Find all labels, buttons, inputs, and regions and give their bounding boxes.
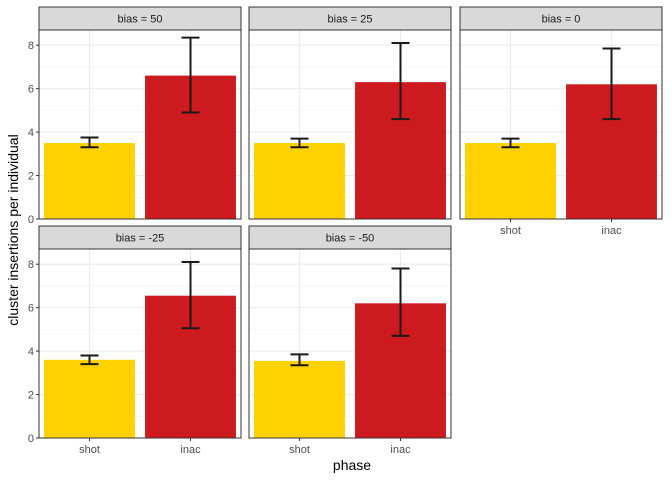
facet-strip — [248, 225, 452, 250]
bar-shot — [254, 142, 345, 219]
facet-strip — [38, 6, 242, 31]
bar-shot — [44, 359, 135, 438]
y-tick-label: 4 — [28, 346, 34, 358]
x-tick-label: inac — [601, 225, 622, 237]
y-tick-label: 6 — [28, 303, 34, 315]
x-tick-label: shot — [500, 225, 521, 237]
y-tick-label: 2 — [28, 390, 34, 402]
y-tick-label: 8 — [28, 259, 34, 271]
y-tick-label: 0 — [28, 433, 34, 445]
facet-strip-label: bias = 0 — [542, 14, 581, 26]
x-axis-title: phase — [333, 457, 371, 473]
panel-3: bias = -25 0 2 4 6 8 shot inac — [28, 225, 242, 456]
facet-strip — [38, 225, 242, 250]
bar-shot — [254, 360, 345, 438]
y-tick-label: 2 — [28, 171, 34, 183]
panel-2: bias = 0 shot inac — [459, 6, 663, 237]
facet-strip-label: bias = -50 — [326, 233, 375, 245]
facet-strip — [248, 6, 452, 31]
x-tick-label: shot — [79, 444, 100, 456]
x-tick-label: shot — [289, 444, 310, 456]
bar-shot — [465, 142, 556, 219]
bar-shot — [44, 142, 135, 219]
panel-0: bias = 50 0 2 4 6 8 — [28, 6, 242, 226]
x-tick-label: inac — [390, 444, 411, 456]
y-tick-label: 4 — [28, 127, 34, 139]
y-tick-label: 8 — [28, 40, 34, 52]
facet-strip — [459, 6, 663, 31]
y-tick-label: 0 — [28, 214, 34, 226]
panel-4: bias = -50 shot inac — [248, 225, 452, 456]
facet-strip-label: bias = 25 — [328, 14, 373, 26]
facet-strip-label: bias = -25 — [116, 233, 165, 245]
y-axis-title: cluster insertions per individual — [5, 134, 21, 325]
facet-strip-label: bias = 50 — [118, 14, 163, 26]
y-tick-label: 6 — [28, 84, 34, 96]
panel-1: bias = 25 — [248, 6, 452, 220]
x-tick-label: inac — [180, 444, 201, 456]
